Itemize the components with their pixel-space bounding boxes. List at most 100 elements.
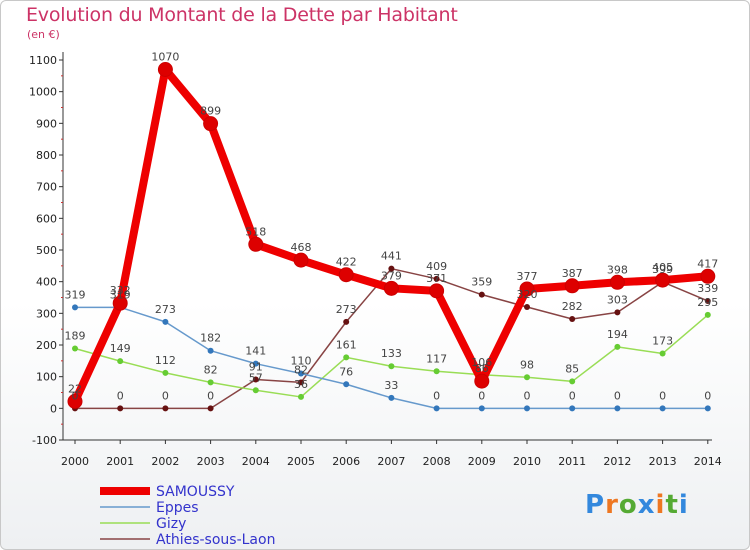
data-label: 189 [65, 329, 86, 342]
y-tick-label: 1100 [29, 54, 57, 67]
data-label: 194 [607, 328, 628, 341]
data-label: 82 [204, 363, 218, 376]
data-label: 112 [155, 354, 176, 367]
data-point [252, 387, 259, 394]
y-tick-label: 0 [50, 402, 57, 415]
data-label: 359 [471, 276, 492, 289]
data-point [203, 116, 219, 132]
data-label: 0 [433, 389, 440, 402]
data-point [519, 281, 535, 297]
data-point [704, 311, 711, 318]
legend-label: Gizy [156, 516, 186, 532]
data-label: 82 [294, 363, 308, 376]
data-point [207, 405, 214, 412]
data-point [659, 405, 666, 412]
data-label: 319 [65, 288, 86, 301]
x-tick-label: 2002 [151, 455, 179, 468]
data-label: 0 [569, 389, 576, 402]
x-tick-label: 2004 [242, 455, 270, 468]
data-point [112, 295, 128, 311]
data-label: 371 [426, 272, 447, 285]
data-label: 379 [381, 269, 402, 282]
data-point [162, 405, 169, 412]
data-point [614, 405, 621, 412]
data-label: 417 [697, 257, 718, 270]
data-label: 273 [336, 303, 357, 316]
data-label: 36 [294, 378, 308, 391]
data-point [429, 283, 445, 299]
data-label: 0 [162, 389, 169, 402]
x-tick-label: 2001 [106, 455, 134, 468]
data-label: 76 [339, 365, 353, 378]
data-point [474, 373, 490, 389]
data-label: 398 [607, 263, 628, 276]
data-label: 0 [659, 389, 666, 402]
data-label: 173 [652, 335, 673, 348]
data-label: 57 [249, 371, 263, 384]
data-point [343, 318, 350, 325]
data-point [569, 316, 576, 323]
data-label: 303 [607, 293, 628, 306]
x-tick-label: 2011 [558, 455, 586, 468]
data-point [614, 343, 621, 350]
data-point [433, 275, 440, 282]
data-point [614, 309, 621, 316]
x-tick-label: 2005 [287, 455, 315, 468]
data-label: 22 [68, 382, 82, 395]
y-tick-label: 400 [36, 276, 57, 289]
data-label: 117 [426, 352, 447, 365]
x-tick-label: 2014 [694, 455, 722, 468]
x-tick-label: 2007 [377, 455, 405, 468]
unit-label: (en €) [27, 28, 60, 41]
data-point [569, 378, 576, 385]
data-point [659, 350, 666, 357]
data-label: 518 [245, 225, 266, 238]
data-label: 282 [562, 300, 583, 313]
data-point [433, 368, 440, 375]
data-label: 133 [381, 347, 402, 360]
data-point [207, 347, 214, 354]
data-point [564, 278, 580, 294]
data-point [207, 379, 214, 386]
data-label: 1070 [151, 51, 179, 64]
data-label: 409 [426, 260, 447, 273]
data-label: 182 [200, 332, 221, 345]
data-point [298, 370, 304, 377]
data-label: 141 [245, 345, 266, 358]
data-label: 319 [110, 288, 131, 301]
data-point [117, 358, 124, 365]
y-tick-label: -100 [32, 434, 57, 447]
x-tick-label: 2009 [468, 455, 496, 468]
data-label: 468 [291, 241, 312, 254]
data-label: 399 [652, 263, 673, 276]
data-point [338, 267, 354, 283]
data-point [609, 274, 625, 290]
data-label: 0 [704, 389, 711, 402]
data-label: 441 [381, 250, 402, 263]
data-label: 0 [478, 389, 485, 402]
data-label: 98 [520, 358, 534, 371]
y-tick-label: 600 [36, 212, 57, 225]
data-point [524, 374, 530, 381]
data-label: 405 [652, 261, 673, 274]
data-label: 0 [117, 389, 124, 402]
data-point [478, 291, 485, 298]
data-point [704, 405, 711, 412]
data-label: 91 [249, 361, 263, 374]
data-label: 86 [475, 362, 489, 375]
data-label: 161 [336, 338, 357, 351]
legend-label: SAMOUSSY [156, 484, 235, 500]
data-label: 33 [384, 379, 398, 392]
data-point [524, 405, 530, 412]
data-point [343, 381, 350, 388]
data-label: 387 [562, 267, 583, 280]
data-point [478, 405, 485, 412]
data-point [433, 405, 440, 412]
y-tick-label: 200 [36, 339, 57, 352]
data-point [248, 236, 264, 252]
x-tick-label: 2010 [513, 455, 541, 468]
x-tick-label: 2006 [332, 455, 360, 468]
data-label: 110 [291, 355, 312, 368]
y-tick-label: 500 [36, 244, 57, 257]
